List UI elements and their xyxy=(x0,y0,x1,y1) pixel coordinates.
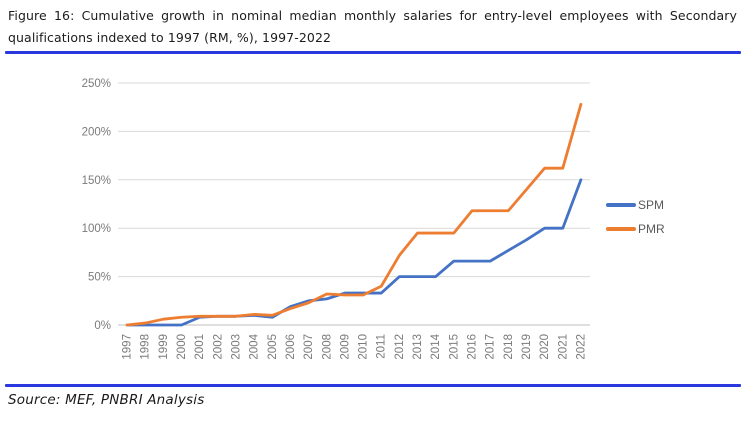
x-tick-label: 2018 xyxy=(503,334,515,360)
x-tick-label: 2003 xyxy=(231,334,243,360)
x-tick-label: 2006 xyxy=(285,334,297,360)
x-tick-label: 2004 xyxy=(249,333,261,359)
x-tick-label: 2013 xyxy=(412,334,424,360)
divider-line-top xyxy=(5,51,741,54)
x-tick-label: 1999 xyxy=(158,334,170,360)
x-tick-label: 2009 xyxy=(339,334,351,360)
figure-title: Figure 16: Cumulative growth in nominal … xyxy=(8,5,737,49)
legend-item-spm: SPM xyxy=(606,193,665,217)
x-tick-label: 2008 xyxy=(321,334,333,360)
y-tick-label: 200% xyxy=(82,126,111,138)
chart-canvas: 0% 50% 100% 150% 200% 250% 1997 1998 1999 2000 200… xyxy=(82,78,590,360)
x-tick-label: 2000 xyxy=(176,334,188,360)
x-tick-label: 2010 xyxy=(358,334,370,360)
x-tick-label: 2015 xyxy=(448,334,460,360)
legend-item-pmr: PMR xyxy=(606,217,665,241)
series-line-spm xyxy=(125,178,583,327)
x-tick-label: 1997 xyxy=(122,334,134,360)
x-tick-label: 2019 xyxy=(521,334,533,360)
y-tick-label: 100% xyxy=(82,223,111,235)
x-tick-label: 2014 xyxy=(430,333,442,359)
x-tick-label: 2002 xyxy=(212,334,224,360)
y-tick-label: 50% xyxy=(88,272,111,284)
x-tick-label: 1998 xyxy=(140,334,152,360)
figure-title-line1: Figure 16: Cumulative growth in nominal … xyxy=(8,8,737,23)
line-chart: 0% 50% 100% 150% 200% 250% 1997 1998 1999 2000 200… xyxy=(0,58,745,380)
x-tick-label: 2020 xyxy=(539,334,551,360)
legend-label-pmr: PMR xyxy=(638,222,665,236)
spm-line-swatch xyxy=(606,203,636,207)
x-tick-label: 2012 xyxy=(394,334,406,360)
x-tick-label: 2005 xyxy=(267,334,279,360)
legend-label-spm: SPM xyxy=(638,198,665,212)
figure-title-line2: qualifications indexed to 1997 (RM, %), … xyxy=(8,30,332,45)
x-tick-label: 2001 xyxy=(194,334,206,360)
x-tick-label: 2022 xyxy=(575,334,587,360)
x-tick-label: 2011 xyxy=(376,334,388,359)
y-tick-label: 250% xyxy=(82,78,111,90)
x-tick-label: 2021 xyxy=(557,334,569,360)
y-tick-label: 0% xyxy=(94,320,111,332)
source-note: Source: MEF, PNBRI Analysis xyxy=(8,392,205,408)
x-tick-label: 2007 xyxy=(303,334,315,360)
x-tick-label: 2017 xyxy=(485,334,497,360)
divider-line-bottom xyxy=(5,384,741,387)
series-line-pmr xyxy=(125,102,583,327)
pmr-line-swatch xyxy=(606,227,636,231)
x-tick-label: 2016 xyxy=(467,334,479,360)
y-tick-label: 150% xyxy=(82,175,111,187)
chart-legend: SPM PMR xyxy=(606,193,665,241)
